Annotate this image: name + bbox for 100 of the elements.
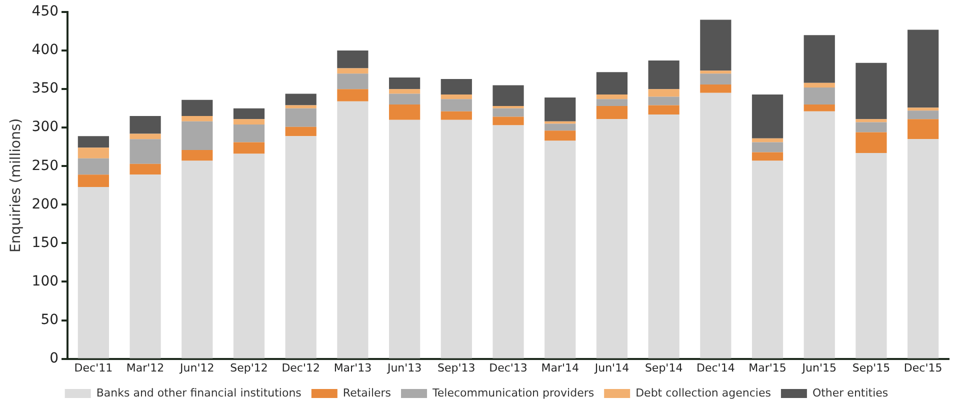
bar — [78, 148, 110, 158]
bar — [233, 108, 265, 120]
bar — [856, 132, 887, 154]
bar — [700, 92, 732, 358]
bar — [908, 110, 939, 120]
bar — [752, 138, 784, 142]
bar — [233, 142, 265, 154]
y-tick-label: 400 — [32, 42, 59, 58]
bar — [130, 164, 161, 175]
x-tick-label: Mar'14 — [541, 361, 580, 374]
y-tick-label: 250 — [32, 158, 59, 174]
legend-label: Telecommunication providers — [432, 386, 594, 400]
bar — [752, 142, 784, 152]
x-tick-label: Dec'11 — [74, 361, 113, 374]
bar — [285, 136, 316, 358]
bar — [337, 74, 368, 90]
bar — [856, 62, 887, 120]
bar — [544, 98, 576, 122]
bar — [440, 94, 472, 100]
x-tick-label: Dec'13 — [489, 361, 528, 374]
legend-label: Debt collection agencies — [636, 386, 772, 400]
y-tick-label: 100 — [32, 273, 59, 290]
y-tick-label: 450 — [32, 4, 59, 20]
bar — [389, 94, 420, 104]
legend-label: Retailers — [342, 386, 392, 400]
bar — [804, 35, 835, 83]
x-tick-label: Dec'15 — [904, 361, 942, 374]
bar — [596, 72, 628, 94]
x-tick-label: Dec'12 — [282, 361, 320, 374]
bar — [78, 136, 110, 148]
bar — [856, 153, 887, 358]
bar — [908, 139, 939, 358]
x-tick-label: Sep'14 — [644, 361, 683, 374]
bar — [596, 106, 628, 120]
bar — [78, 186, 110, 358]
bar — [752, 160, 784, 358]
y-tick-label: 350 — [32, 80, 59, 97]
y-tick-label: 300 — [32, 119, 59, 136]
bar — [648, 89, 680, 97]
bar — [596, 119, 628, 358]
legend-label: Other entities — [812, 386, 888, 400]
y-tick-label: 150 — [32, 234, 59, 251]
bar — [700, 20, 732, 71]
bar — [908, 30, 939, 108]
bar — [648, 96, 680, 106]
y-tick-label: 0 — [50, 350, 59, 366]
x-tick-label: Mar'15 — [748, 361, 786, 374]
bar — [804, 111, 835, 358]
bar — [130, 139, 161, 164]
bar — [440, 99, 472, 112]
y-tick-label: 200 — [32, 196, 59, 212]
bar — [285, 94, 316, 106]
x-tick-label: Sep'12 — [230, 361, 268, 374]
bar — [285, 108, 316, 127]
bar — [285, 126, 316, 136]
x-tick-label: Jun'13 — [386, 361, 422, 374]
bar — [752, 152, 784, 161]
bar — [389, 104, 420, 120]
bar — [130, 116, 161, 134]
bar — [804, 88, 835, 104]
bar — [544, 130, 576, 141]
bar — [233, 124, 265, 142]
bar — [804, 82, 835, 88]
bar — [804, 104, 835, 112]
bar — [389, 89, 420, 94]
bar — [648, 60, 680, 90]
x-tick-label: Sep'13 — [438, 361, 476, 374]
x-tick-label: Jun'14 — [594, 361, 630, 374]
bar — [700, 74, 732, 84]
bar — [700, 84, 732, 93]
bar — [285, 105, 316, 108]
bar — [492, 85, 524, 106]
x-tick-label: Sep'15 — [852, 361, 890, 374]
x-tick-label: Mar'12 — [126, 361, 164, 374]
bar — [78, 174, 110, 187]
bar — [389, 120, 420, 358]
x-tick-label: Jun'12 — [179, 361, 214, 374]
bar — [492, 116, 524, 126]
bar — [389, 78, 420, 90]
bar — [596, 99, 628, 106]
bar — [233, 154, 265, 358]
bar — [440, 120, 472, 358]
bar — [440, 79, 472, 94]
bar — [492, 108, 524, 117]
bar — [337, 89, 368, 102]
bar — [182, 160, 213, 358]
bar — [856, 119, 887, 122]
bar — [908, 119, 939, 140]
x-tick-label: Dec'14 — [696, 361, 735, 374]
bar — [78, 158, 110, 175]
y-axis-title: Enquiries (millions) — [8, 118, 24, 253]
bar — [908, 108, 939, 111]
bar — [182, 150, 213, 161]
bar — [233, 119, 265, 125]
bar — [182, 100, 213, 116]
x-tick-label: Mar'13 — [334, 361, 372, 374]
bar — [596, 94, 628, 100]
bar — [648, 114, 680, 358]
bar — [752, 94, 784, 138]
bar — [337, 68, 368, 74]
